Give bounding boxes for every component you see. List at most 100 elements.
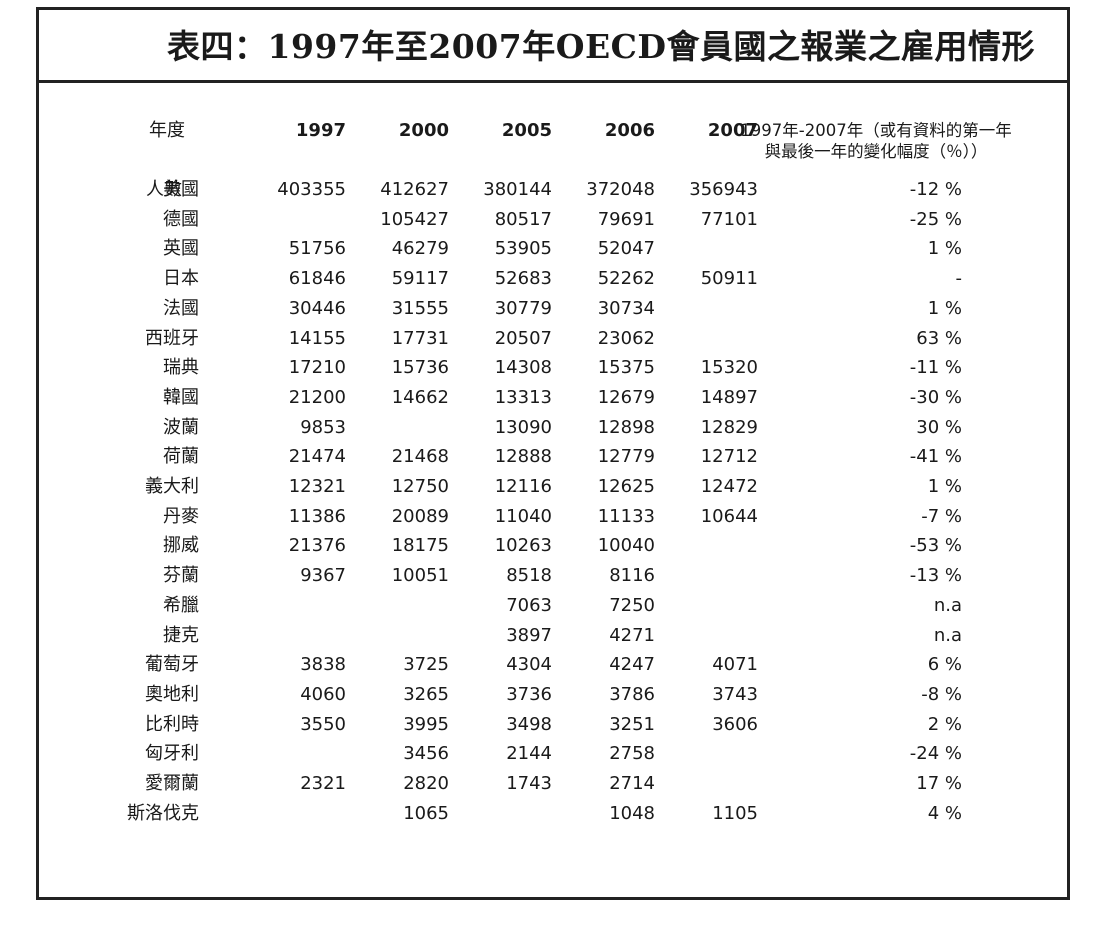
value-1997: 51756 [288,238,346,260]
value-2000: 18175 [391,535,449,557]
value-2006: 52262 [597,268,655,290]
value-2007: 3743 [712,683,758,705]
value-2000: 59117 [391,268,449,290]
value-1997: 4060 [300,683,346,705]
value-2006: 12679 [597,386,655,408]
header-year-2005: 2005 [501,120,552,141]
change-percent: -25 % [909,208,962,230]
value-2007: 12829 [700,416,758,438]
value-2000: 20089 [391,505,449,527]
table-row: 西班牙 14155 17731 20507 23062 63 % [0,324,1099,354]
header-year-2007: 2007 [707,120,758,141]
value-2000: 17731 [391,327,449,349]
value-2007: 15320 [700,357,758,379]
table-row: 匈牙利 3456 2144 2758 -24 % [0,739,1099,769]
change-percent: - [955,268,963,290]
value-2000: 21468 [391,446,449,468]
country-name: 英國 [163,238,199,260]
change-percent: 1 % [927,238,962,260]
value-2006: 3786 [609,683,655,705]
table-row: 德國 105427 80517 79691 77101 -25 % [0,205,1099,235]
value-2006: 30734 [597,297,655,319]
value-1997: 12321 [288,476,346,497]
change-percent: 6 % [927,654,962,676]
value-2000: 3265 [403,683,449,705]
value-1997: 2321 [300,773,346,794]
value-1997: 3550 [300,713,346,735]
value-2000: 12750 [391,476,449,497]
value-2005: 14308 [494,357,552,379]
header-year-2006: 2006 [604,120,655,141]
value-1997: 30446 [288,297,346,319]
change-percent: -7 % [921,505,962,527]
value-2005: 12116 [494,476,552,497]
table-row: 丹麥 11386 20089 11040 11133 10644 -7 % [0,502,1099,532]
country-name: 斯洛伐克 [127,802,199,824]
country-name: 匈牙利 [145,743,199,765]
value-1997: 11386 [288,505,346,527]
value-2000: 10051 [391,565,449,587]
table-row: 荷蘭 21474 21468 12888 12779 12712 -41 % [0,442,1099,472]
country-name: 丹麥 [163,505,199,527]
country-name: 美國 [163,179,199,200]
value-2000: 46279 [391,238,449,260]
value-2005: 7063 [506,594,552,616]
value-2005: 4304 [506,654,552,676]
value-2005: 10263 [494,535,552,557]
value-2000: 3725 [403,654,449,676]
table-row: 義大利 12321 12750 12116 12625 12472 1 % [0,472,1099,502]
year-label: 年度 [149,120,185,141]
value-2000: 105427 [380,208,449,230]
value-2007: 356943 [689,179,758,200]
table-row: 芬蘭 9367 10051 8518 8116 -13 % [0,561,1099,591]
value-1997: 403355 [277,179,346,200]
value-1997: 21376 [288,535,346,557]
change-percent: n.a [933,624,962,646]
value-2006: 11133 [597,505,655,527]
header-year-2000: 2000 [398,120,449,141]
page-title: 表四：1997年至2007年OECD會員國之報業之雇用情形 [167,27,1035,66]
country-name: 芬蘭 [163,565,199,587]
value-2005: 8518 [506,565,552,587]
value-2007: 77101 [700,208,758,230]
value-2006: 7250 [609,594,655,616]
change-percent: -24 % [909,743,962,765]
value-1997: 9853 [300,416,346,438]
change-percent: -30 % [909,386,962,408]
change-percent: -41 % [909,446,962,468]
value-2006: 79691 [597,208,655,230]
table-row: 斯洛伐克 1065 1048 1105 4 % [0,799,1099,829]
table-row: 瑞典 17210 15736 14308 15375 15320 -11 % [0,353,1099,383]
value-2006: 12779 [597,446,655,468]
country-name: 挪威 [163,535,199,557]
change-percent: -13 % [909,565,962,587]
change-percent: 17 % [916,773,962,794]
value-2006: 15375 [597,357,655,379]
country-name: 義大利 [145,476,199,497]
value-2005: 380144 [483,179,552,200]
value-1997: 9367 [300,565,346,587]
value-2007: 4071 [712,654,758,676]
table-row: 英國 51756 46279 53905 52047 1 % [0,234,1099,264]
value-2005: 13090 [494,416,552,438]
table-row: 韓國 21200 14662 13313 12679 14897 -30 % [0,383,1099,413]
country-name: 捷克 [163,624,199,646]
value-1997: 21200 [288,386,346,408]
value-1997: 61846 [288,268,346,290]
value-2007: 14897 [700,386,758,408]
change-percent: -12 % [909,179,962,200]
change-percent: 2 % [927,713,962,735]
value-2000: 15736 [391,357,449,379]
country-name: 德國 [163,208,199,230]
country-name: 西班牙 [145,327,199,349]
value-2006: 4271 [609,624,655,646]
value-2005: 3736 [506,683,552,705]
change-header-line-1: 1997年-2007年（或有資料的第一年 [740,121,1012,140]
value-1997: 17210 [288,357,346,379]
value-2007: 50911 [700,268,758,290]
value-2006: 2714 [609,773,655,794]
value-2006: 1048 [609,802,655,824]
value-2007: 12472 [700,476,758,497]
value-2000: 2820 [403,773,449,794]
country-name: 奧地利 [145,683,199,705]
